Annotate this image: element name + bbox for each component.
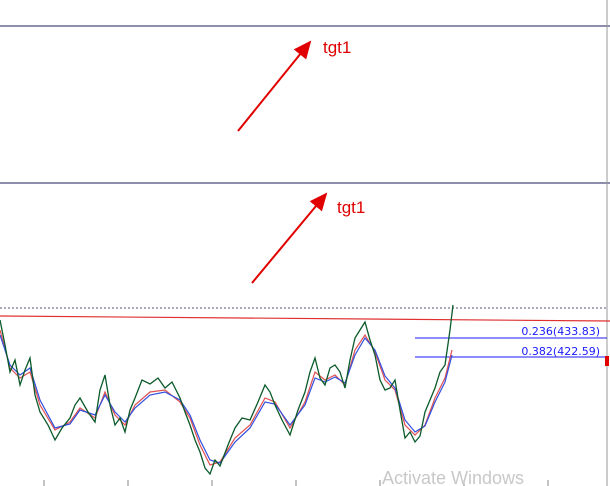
fib-label: 0.236(433.83) xyxy=(521,325,600,338)
price-line xyxy=(0,304,454,476)
moving-average xyxy=(0,329,453,466)
moving-average xyxy=(0,334,453,464)
annotation: tgt1 xyxy=(323,38,351,57)
price-marker xyxy=(605,356,609,366)
annotation: tgt1 xyxy=(337,198,365,217)
fib-label: 0.382(422.59) xyxy=(521,345,600,358)
arrow xyxy=(237,40,312,132)
watermark: Activate Windows xyxy=(382,468,524,486)
arrow xyxy=(251,192,328,284)
resistance-line xyxy=(0,315,610,322)
